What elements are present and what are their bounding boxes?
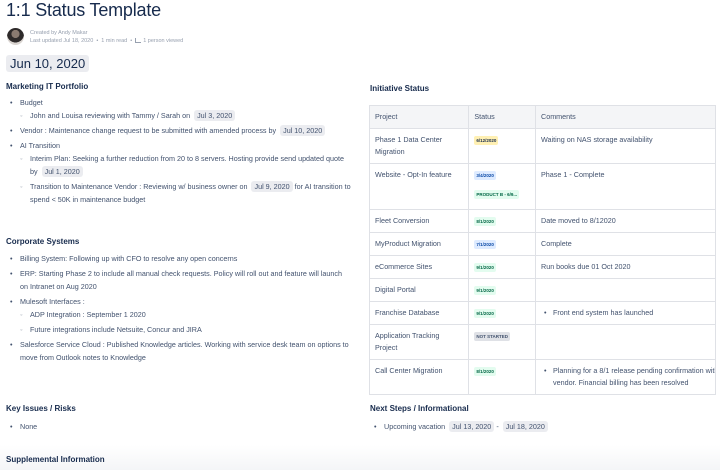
table-row: eCommerce Sites 9/1/2020 Run books due 0… [368, 255, 716, 279]
project-cell: Application Tracking Project [368, 324, 470, 360]
column-header-project[interactable]: Project [368, 105, 470, 129]
table-row: MyProduct Migration 7/1/2020 Complete [368, 232, 716, 256]
status-lozenge[interactable]: 6/12/2020 [474, 136, 499, 145]
table-row: Fleet Conversion 8/1/2020 Date moved to … [368, 209, 716, 233]
list-item: Future integrations include Netsuite, Co… [6, 323, 351, 336]
avatar[interactable] [7, 28, 24, 45]
table-row: Application Tracking Project NOT STARTED [368, 324, 716, 360]
status-cell: NOT STARTED [468, 324, 536, 360]
comment-cell [535, 278, 716, 302]
list-item: Vendor : Maintenance change request to b… [6, 124, 351, 137]
list-item: Upcoming vacation Jul 13, 2020 - Jul 18,… [370, 420, 548, 433]
comment-bullet: Planning for a 8/1 release pending confi… [541, 365, 715, 389]
section-heading-risks: Key Issues / Risks [6, 404, 76, 413]
read-time: 1 min read [101, 37, 128, 44]
byline: Created by Andy Makar Last updated Jul 1… [7, 28, 183, 45]
project-cell: eCommerce Sites [368, 255, 470, 279]
list-item: Interim Plan: Seeking a further reductio… [6, 152, 351, 178]
initiative-status-table: Project Status Comments Phase 1 Data Cen… [368, 105, 716, 395]
table-header-row: Project Status Comments [368, 105, 716, 129]
status-lozenge[interactable]: 9/1/2020 [474, 309, 496, 318]
list-item: ERP: Starting Phase 2 to include all man… [6, 267, 351, 293]
status-lozenge[interactable]: 9/1/2020 [474, 263, 496, 272]
column-header-comments[interactable]: Comments [535, 105, 716, 129]
date-lozenge[interactable]: Jul 10, 2020 [280, 125, 326, 136]
status-lozenge[interactable]: 3/4/2020 [474, 171, 496, 180]
status-cell: 8/1/2020 [468, 359, 536, 395]
analytics-icon [135, 38, 142, 43]
date-lozenge[interactable]: Jul 13, 2020 [449, 421, 495, 432]
comment-cell: Phase 1 - Complete [535, 163, 716, 210]
status-lozenge[interactable]: 8/1/2020 [474, 367, 496, 376]
date-lozenge[interactable]: Jul 1, 2020 [41, 166, 83, 177]
table-row: Digital Portal 9/1/2020 [368, 278, 716, 302]
corporate-list: Billing System: Following up with CFO to… [6, 252, 351, 364]
date-lozenge[interactable]: Jul 18, 2020 [502, 421, 548, 432]
page-title: 1:1 Status Template [6, 0, 161, 20]
status-cell: 6/12/2020 [468, 128, 536, 164]
list-item: Billing System: Following up with CFO to… [6, 252, 351, 265]
risks-list: None [6, 420, 37, 433]
list-item: ADP Integration : September 1 2020 [6, 308, 351, 321]
list-item: None [6, 420, 37, 433]
project-cell: Website - Opt-In feature [368, 163, 470, 210]
section-heading-next-steps: Next Steps / Informational [370, 404, 469, 413]
marketing-list: Budget John and Louisa reviewing with Ta… [6, 96, 351, 206]
list-item: AI Transition [6, 139, 351, 152]
section-heading-supplemental: Supplemental Information [6, 455, 105, 464]
comment-cell: Waiting on NAS storage availability [535, 128, 716, 164]
date-heading[interactable]: Jun 10, 2020 [6, 55, 90, 72]
status-cell: 3/4/2020 PRODUCT B - 6/9... [468, 163, 536, 210]
status-lozenge[interactable]: 9/1/2020 [474, 286, 496, 295]
comment-cell: Planning for a 8/1 release pending confi… [535, 359, 716, 395]
project-cell: Franchise Database [368, 301, 470, 325]
status-cell: 9/1/2020 [468, 278, 536, 302]
project-cell: Phase 1 Data Center Migration [368, 128, 470, 164]
comment-cell: Run books due 01 Oct 2020 [535, 255, 716, 279]
column-header-status[interactable]: Status [468, 105, 536, 129]
project-cell: MyProduct Migration [368, 232, 470, 256]
list-item: John and Louisa reviewing with Tammy / S… [6, 109, 351, 122]
list-item: Budget [6, 96, 351, 109]
list-item: Mulesoft Interfaces : [6, 295, 351, 308]
comment-cell [535, 324, 716, 360]
status-lozenge[interactable]: PRODUCT B - 6/9... [474, 190, 520, 199]
table-row: Phase 1 Data Center Migration 6/12/2020 … [368, 128, 716, 164]
table-row: Franchise Database 9/1/2020 Front end sy… [368, 301, 716, 325]
project-cell: Call Center Migration [368, 359, 470, 395]
comment-bullet: Front end system has launched [541, 307, 710, 319]
date-lozenge[interactable]: Jul 3, 2020 [194, 110, 236, 121]
date-lozenge[interactable]: Jul 9, 2020 [251, 181, 293, 192]
status-cell: 7/1/2020 [468, 232, 536, 256]
last-updated[interactable]: Last updated Jul 18, 2020 [30, 37, 94, 44]
comment-cell: Date moved to 8/12020 [535, 209, 716, 233]
status-cell: 9/1/2020 [468, 255, 536, 279]
list-item: Salesforce Service Cloud : Published Kno… [6, 338, 351, 364]
status-cell: 9/1/2020 [468, 301, 536, 325]
section-heading-initiative: Initiative Status [370, 84, 430, 93]
section-heading-marketing: Marketing IT Portfolio [6, 82, 89, 91]
section-heading-corporate: Corporate Systems [6, 237, 80, 246]
views-count[interactable]: 1 person viewed [143, 37, 184, 44]
status-lozenge[interactable]: 7/1/2020 [474, 240, 496, 249]
status-lozenge[interactable]: NOT STARTED [474, 332, 511, 341]
separator: • [96, 37, 99, 44]
status-cell: 8/1/2020 [468, 209, 536, 233]
project-cell: Digital Portal [368, 278, 470, 302]
next-steps-list: Upcoming vacation Jul 13, 2020 - Jul 18,… [370, 420, 548, 433]
created-by[interactable]: Created by Andy Makar [30, 29, 88, 36]
status-lozenge[interactable]: 8/1/2020 [474, 217, 496, 226]
table-row: Website - Opt-In feature 3/4/2020 PRODUC… [368, 163, 716, 210]
list-item: Transition to Maintenance Vendor : Revie… [6, 180, 351, 206]
comment-cell: Front end system has launched [535, 301, 716, 325]
separator: • [130, 37, 133, 44]
table-row: Call Center Migration 8/1/2020 Planning … [368, 359, 716, 395]
project-cell: Fleet Conversion [368, 209, 470, 233]
bottom-fade [0, 445, 720, 470]
comment-cell: Complete [535, 232, 716, 256]
